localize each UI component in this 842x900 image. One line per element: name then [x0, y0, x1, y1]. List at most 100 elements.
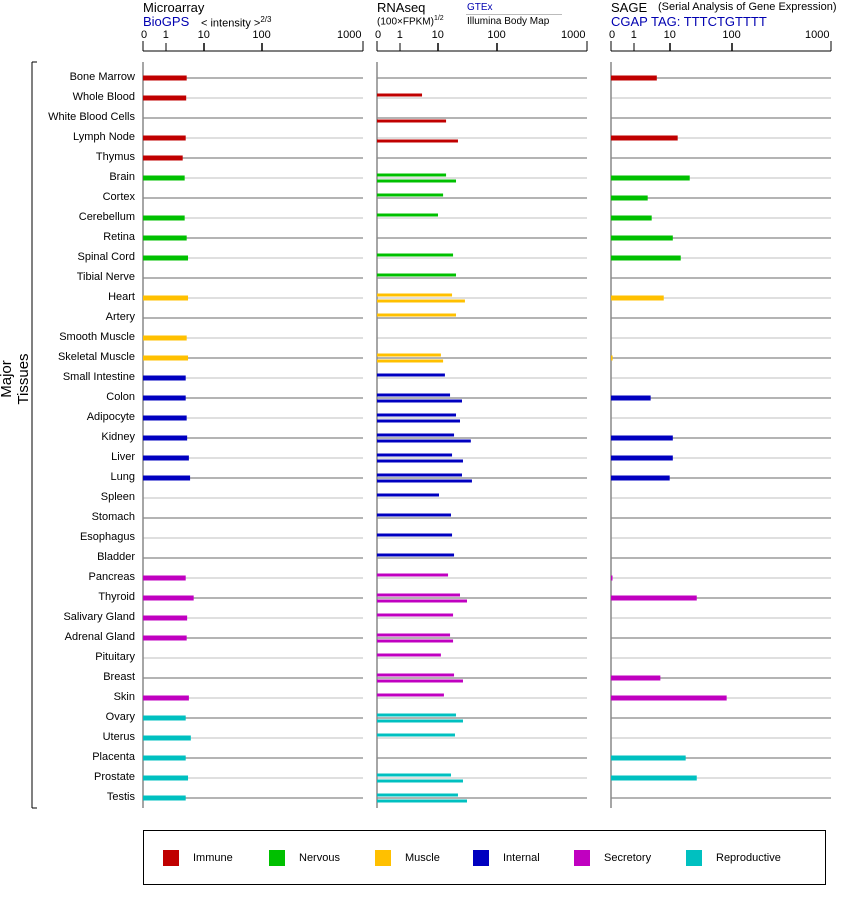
legend-item-secretory: Secretory [574, 850, 651, 866]
rnaseq-gtex-bar [377, 633, 451, 637]
gtex-link[interactable]: GTEx [467, 2, 493, 13]
sage-bar [611, 435, 673, 441]
sage-bar [611, 395, 651, 401]
sage-bar [611, 75, 657, 81]
tissue-label: Thymus [95, 151, 135, 163]
rnaseq-gtex-bar [377, 793, 458, 797]
rnaseq-gtex-bar [377, 93, 423, 97]
tissue-label: Adipocyte [86, 411, 135, 423]
tissue-label: Placenta [92, 751, 135, 763]
microarray-tick-label: 10 [197, 29, 210, 41]
rnaseq-title: RNAseq [377, 0, 426, 15]
rnaseq-unit-text: (100×FPKM) [377, 16, 434, 28]
microarray-bar [143, 455, 189, 461]
tissue-label: Stomach [91, 511, 135, 523]
rnaseq-illumina-bar [377, 599, 467, 603]
tissue-label: Esophagus [79, 531, 135, 543]
legend-label: Immune [193, 852, 233, 864]
rnaseq-gtex-bar [377, 673, 455, 677]
rnaseq-gtex-bar [377, 513, 451, 517]
sage-tag[interactable]: CGAP TAG: TTTCTGTTTT [611, 14, 767, 29]
tissue-label: Breast [103, 671, 135, 683]
tissue-label: Cortex [102, 191, 135, 203]
microarray-tick-label: 1000 [337, 29, 362, 41]
microarray-bar [143, 775, 189, 781]
sage-tag-sequence: TTTCTGTTTT [683, 14, 767, 29]
legend-swatch [269, 850, 285, 866]
sage-bar [611, 135, 678, 141]
rnaseq-illumina-bar [377, 719, 463, 723]
microarray-bar [143, 595, 194, 601]
sage-bar [611, 355, 613, 361]
rnaseq-illumina-bar [377, 459, 463, 463]
rnaseq-gtex-bar [377, 453, 453, 457]
rnaseq-illumina-bar [377, 299, 465, 303]
sage-bar [611, 195, 648, 201]
tissue-label: Prostate [94, 771, 135, 783]
legend-swatch [473, 850, 489, 866]
legend: Immune Nervous Muscle Internal Secretory Repr… [143, 830, 826, 885]
sage-tick-label: 100 [722, 29, 741, 41]
tissue-label: Skin [113, 691, 135, 703]
tissue-label: Cerebellum [78, 211, 135, 223]
microarray-bar [143, 735, 191, 741]
microarray-bar [143, 795, 186, 801]
legend-item-muscle: Muscle [375, 850, 440, 866]
sage-tick-label: 1000 [805, 29, 830, 41]
rnaseq-illumina-bar [377, 439, 471, 443]
tissue-label: Uterus [102, 731, 135, 743]
tissue-label: Pancreas [88, 571, 135, 583]
legend-item-nervous: Nervous [269, 850, 340, 866]
rnaseq-gtex-bar [377, 393, 451, 397]
rnaseq-gtex-bar [377, 573, 449, 577]
sage-bar [611, 455, 673, 461]
tissue-label: Pituitary [95, 651, 135, 663]
sage-bar [611, 255, 681, 261]
tissue-label: Bone Marrow [69, 71, 135, 83]
tissue-label: Liver [111, 451, 135, 463]
microarray-tick-label: 100 [252, 29, 271, 41]
rnaseq-gtex-bar [377, 373, 445, 377]
tissue-label: Skeletal Muscle [57, 351, 135, 363]
legend-item-internal: Internal [473, 850, 540, 866]
rnaseq-illumina-bar [377, 679, 463, 683]
microarray-bar [143, 355, 189, 361]
tissue-label: White Blood Cells [48, 111, 135, 123]
sage-tick-label: 0 [609, 29, 616, 41]
rnaseq-illumina-bar [377, 359, 444, 363]
microarray-tick-label: 1 [162, 29, 169, 41]
rnaseq-gtex-bar [377, 213, 438, 217]
tissue-label: Adrenal Gland [64, 631, 135, 643]
sage-bar [611, 295, 664, 301]
sage-bar [611, 775, 697, 781]
microarray-unit-text: < intensity > [201, 17, 261, 30]
rnaseq-gtex-bar [377, 473, 462, 477]
legend-swatch [686, 850, 702, 866]
sage-bar [611, 235, 673, 241]
biogps-link[interactable]: BioGPS [143, 14, 190, 29]
sage-subtitle: (Serial Analysis of Gene Expression) [658, 1, 837, 13]
illumina-label: Illumina Body Map [467, 16, 550, 27]
microarray-bar [143, 755, 186, 761]
rnaseq-illumina-bar [377, 119, 447, 123]
microarray-bar [143, 75, 187, 81]
rnaseq-gtex-bar [377, 653, 441, 657]
sage-bar [611, 575, 613, 581]
rnaseq-tick-label: 10 [431, 29, 444, 41]
rnaseq-gtex-bar [377, 553, 455, 557]
legend-item-immune: Immune [163, 850, 233, 866]
microarray-bar [143, 715, 186, 721]
rnaseq-gtex-bar [377, 173, 447, 177]
rnaseq-tick-label: 1000 [561, 29, 586, 41]
sage-bar [611, 215, 652, 221]
tissue-label: Ovary [105, 711, 135, 723]
sage-tag-label: CGAP TAG: [611, 14, 681, 29]
microarray-bar [143, 575, 186, 581]
sage-bar [611, 755, 686, 761]
rnaseq-illumina-bar [377, 799, 467, 803]
legend-label: Secretory [604, 852, 652, 864]
rnaseq-gtex-bar [377, 533, 453, 537]
rnaseq-gtex-bar [377, 273, 457, 277]
rnaseq-illumina-bar [377, 779, 463, 783]
tissue-label: Tibial Nerve [76, 271, 135, 283]
